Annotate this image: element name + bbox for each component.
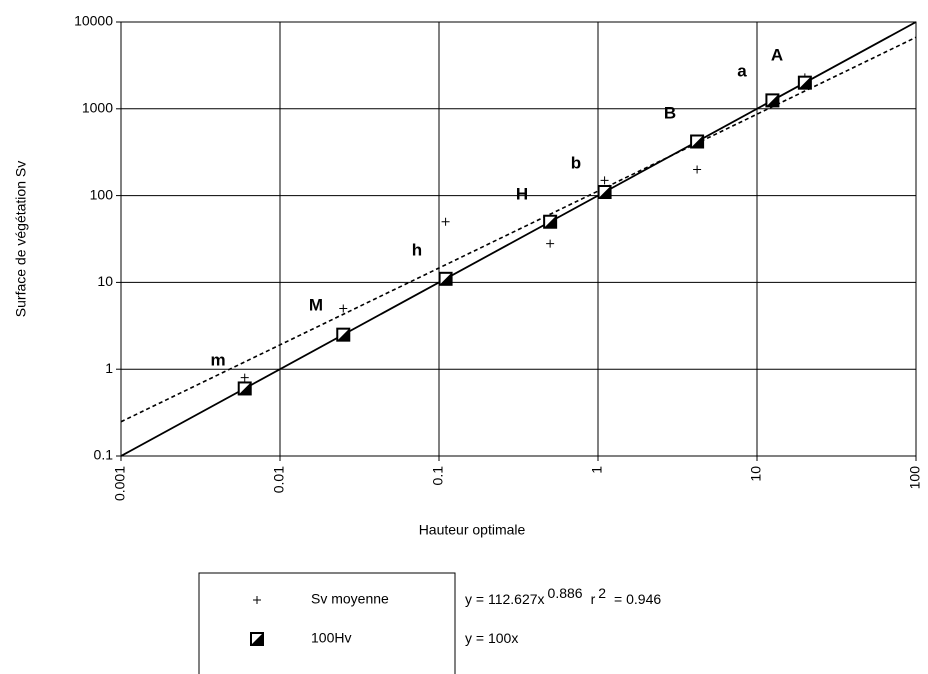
square-fill [337,328,350,341]
square-fill [598,186,611,199]
plus-point [693,165,702,174]
point-annotation: B [664,103,676,122]
x-axis-label: Hauteur optimale [419,522,526,538]
plus-shape [600,176,609,185]
plus-point [339,304,348,313]
plus-point [240,373,249,382]
square-point [237,381,252,396]
legend-box [198,572,456,674]
plus-shape [693,165,702,174]
y-tick-label: 10000 [74,13,113,29]
plus-shape [240,373,249,382]
y-axis-label: Surface de végétation Sv [13,161,29,317]
square-fill [798,76,811,89]
square-point [543,214,558,229]
point-annotation: m [210,350,225,369]
equation-part: y = 100x [465,630,518,646]
square-point [765,93,780,108]
point-annotation: a [737,61,747,80]
x-tick-label: 10 [748,466,764,482]
square-point [597,185,612,200]
y-tick-label: 1 [105,360,113,376]
square-fill [766,94,779,107]
square-fill [439,272,452,285]
y-tick-label: 10 [97,273,113,289]
legend-label: Sv moyenne [311,591,389,607]
square-fill [238,382,251,395]
point-annotation: H [516,184,528,203]
plot-frame [120,21,917,457]
plus-shape [339,304,348,313]
plus-point [441,217,450,226]
square-point [690,134,705,149]
equation-superscript: 2 [598,585,606,601]
plus-shape [441,217,450,226]
plus-shape [253,596,261,604]
x-tick-label: 0.001 [112,466,128,501]
square-fill [251,633,263,645]
x-tick-label: 1 [589,466,605,474]
square-point [250,632,264,646]
x-tick-label: 0.1 [430,466,446,486]
square-fill [544,215,557,228]
square-point [797,75,812,90]
point-annotation: A [771,45,783,64]
y-tick-label: 0.1 [94,447,114,463]
point-annotation: b [571,153,581,172]
equation-part: y = 112.627x [465,591,545,607]
x-tick-label: 100 [907,466,923,490]
equation: y = 100x [465,630,518,646]
equation-superscript: 0.886 [548,585,583,601]
equation-part: = 0.946 [614,591,661,607]
x-tick-label: 0.01 [271,466,287,493]
equation-part: r [591,591,596,607]
fit-line [120,21,917,457]
square-point [438,271,453,286]
square-point [336,327,351,342]
plus-point [546,239,555,248]
square-fill [691,135,704,148]
point-annotation: h [412,240,422,259]
plus-shape [546,239,555,248]
equation: y = 112.627x 0.886 r 2 = 0.946 [465,585,661,607]
y-tick-label: 100 [90,186,114,202]
y-tick-label: 1000 [82,100,113,116]
plus-point [600,176,609,185]
fit-line [120,36,917,423]
legend-label: 100Hv [311,630,351,646]
plus-point [253,596,261,604]
point-annotation: M [309,295,323,314]
